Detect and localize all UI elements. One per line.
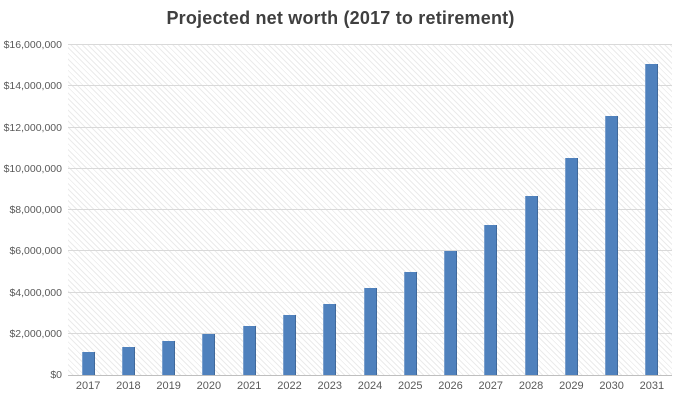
bar-2019 — [162, 340, 176, 375]
x-axis-label: 2021 — [236, 380, 262, 392]
x-axis-label: 2023 — [317, 380, 342, 392]
chart-title: Projected net worth (2017 to retirement) — [166, 8, 515, 28]
y-axis-label: $10,000,000 — [3, 162, 62, 175]
bar-2030 — [605, 116, 619, 375]
bar-2025 — [403, 271, 417, 375]
y-axis-label: $4,000,000 — [9, 286, 62, 299]
bar-2029 — [564, 158, 578, 375]
x-axis-label: 2028 — [518, 380, 544, 392]
y-axis-label: $0 — [50, 369, 62, 381]
x-axis-label: 2022 — [277, 380, 302, 392]
plot-area — [68, 44, 672, 376]
x-axis-label: 2017 — [75, 380, 101, 392]
x-axis-label: 2027 — [478, 380, 504, 392]
y-axis-label: $6,000,000 — [9, 245, 62, 258]
x-axis-label: 2031 — [639, 380, 665, 392]
y-axis-label: $16,000,000 — [3, 39, 62, 51]
bar-2022 — [282, 315, 296, 375]
bar-2023 — [323, 303, 337, 375]
x-axis-label: 2030 — [599, 380, 624, 392]
y-axis-label: $2,000,000 — [9, 327, 62, 340]
x-axis-label: 2026 — [438, 380, 463, 392]
x-axis: 2017 2018 2019 2020 2021 2022 2023 2024 2025 2026… — [68, 380, 672, 398]
x-axis-label: 2029 — [559, 380, 584, 392]
bar-2024 — [363, 288, 377, 375]
x-axis-label: 2024 — [357, 380, 383, 392]
bar-2018 — [121, 347, 135, 375]
y-axis-label: $14,000,000 — [3, 80, 62, 93]
x-axis-label: 2018 — [116, 380, 141, 392]
bar-2028 — [524, 195, 538, 375]
gridline — [68, 85, 672, 87]
y-axis-label: $12,000,000 — [3, 121, 62, 134]
x-axis-label: 2020 — [196, 380, 222, 392]
bar-2027 — [484, 225, 498, 375]
y-axis: $0 $2,000,000 $4,000,000 $6,000,000 $8,000,0… — [0, 39, 62, 381]
bar-2021 — [242, 325, 256, 375]
gridline — [68, 126, 672, 128]
x-axis-label: 2019 — [156, 380, 181, 392]
bar-2017 — [81, 352, 95, 375]
gridline — [68, 209, 672, 210]
x-axis-label: 2025 — [398, 380, 423, 392]
gridline — [68, 44, 672, 45]
gridline — [68, 167, 672, 169]
bar-2031 — [645, 63, 659, 375]
bar-2026 — [444, 251, 458, 375]
bar-2020 — [202, 333, 216, 375]
y-axis-label: $8,000,000 — [9, 204, 62, 216]
gridline — [68, 250, 672, 252]
